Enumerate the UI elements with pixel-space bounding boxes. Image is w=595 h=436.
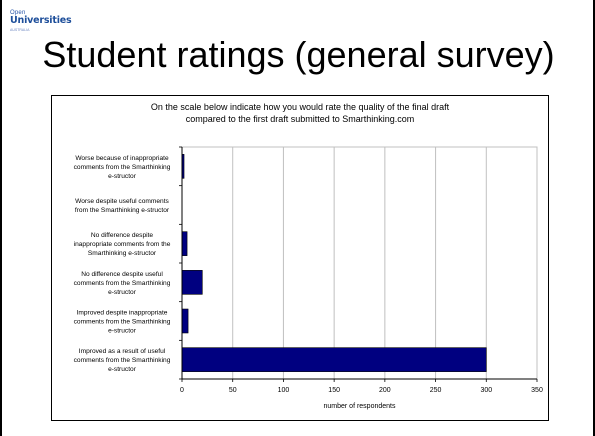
category-label: Improved as a result of useful comments f… xyxy=(74,348,171,373)
x-tick-label: 50 xyxy=(229,387,237,394)
chart-title-line: compared to the first draft submitted to… xyxy=(186,114,415,124)
category-label: No difference despite inappropriate comme… xyxy=(74,232,171,257)
chart-frame: On the scale below indicate how you woul… xyxy=(51,95,549,421)
category-label: Worse because of inappropriate comments f… xyxy=(74,155,171,180)
x-tick-label: 200 xyxy=(379,387,391,394)
x-tick-label: 150 xyxy=(328,387,340,394)
x-tick-label: 100 xyxy=(278,387,290,394)
bar xyxy=(181,308,189,334)
logo-sub-text: AUSTRALIA xyxy=(10,28,30,32)
bar xyxy=(181,347,487,372)
category-label: Improved despite inappropriate comments f… xyxy=(74,310,171,335)
chart-title-line: On the scale below indicate how you woul… xyxy=(151,102,450,112)
plot-area-border xyxy=(181,146,538,380)
bar xyxy=(181,270,203,295)
bar xyxy=(181,231,188,256)
x-tick-label: 350 xyxy=(531,387,543,394)
open-universities-logo: Open Universities AUSTRALIA xyxy=(10,10,72,32)
slide-title: Student ratings (general survey) xyxy=(42,34,555,75)
logo-main-text: Universities xyxy=(10,15,72,26)
logo-top-text: Open xyxy=(10,10,26,16)
category-label: No difference despite useful comments fro… xyxy=(74,271,171,296)
x-axis-label: number of respondents xyxy=(324,403,396,410)
x-tick-label: 300 xyxy=(480,387,492,394)
x-tick-label: 250 xyxy=(430,387,442,394)
x-tick-label: 0 xyxy=(180,387,184,394)
category-label: Worse despite useful comments from the Sm… xyxy=(75,198,170,214)
bar-chart: On the scale below indicate how you woul… xyxy=(74,102,543,410)
